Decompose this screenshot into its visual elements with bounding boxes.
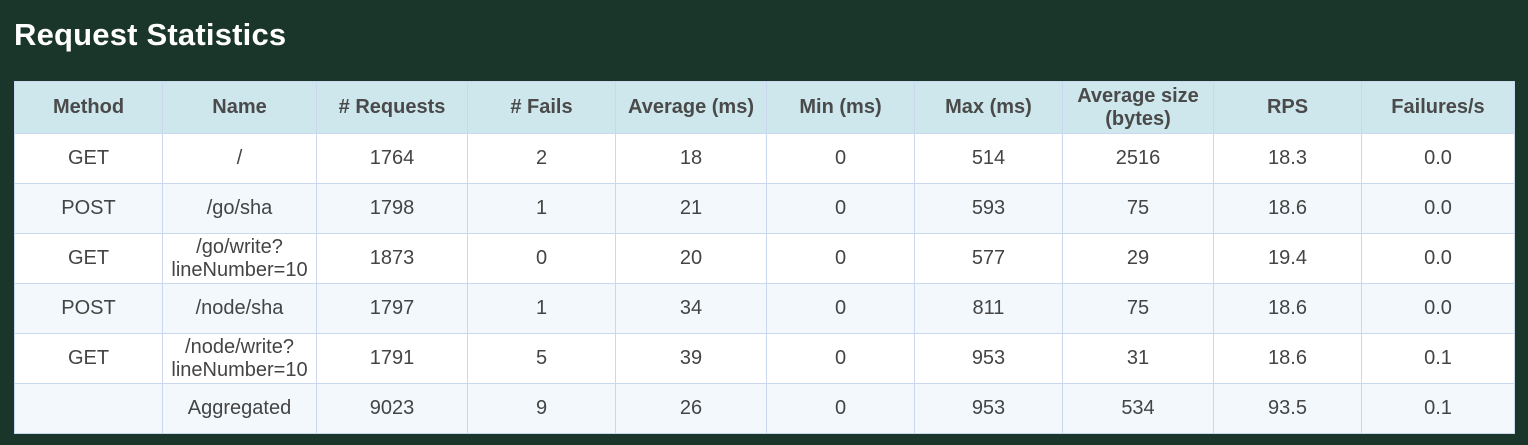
cell-name: /node/sha bbox=[162, 283, 317, 334]
cell-min: 0 bbox=[766, 133, 915, 184]
cell-rps: 19.4 bbox=[1213, 233, 1362, 284]
cell-average-size: 29 bbox=[1062, 233, 1214, 284]
cell-min: 0 bbox=[766, 333, 915, 384]
cell-method: GET bbox=[14, 333, 163, 384]
header-row: Method Name # Requests # Fails Average (… bbox=[14, 81, 1515, 134]
cell-rps: 18.6 bbox=[1213, 333, 1362, 384]
cell-fails: 0 bbox=[467, 233, 616, 284]
cell-failures-per-second: 0.0 bbox=[1361, 133, 1515, 184]
column-header-requests[interactable]: # Requests bbox=[316, 81, 468, 134]
cell-max: 953 bbox=[914, 333, 1063, 384]
cell-average: 20 bbox=[615, 233, 767, 284]
cell-requests: 1873 bbox=[316, 233, 468, 284]
cell-max: 953 bbox=[914, 383, 1063, 434]
cell-requests: 1798 bbox=[316, 183, 468, 234]
cell-fails: 2 bbox=[467, 133, 616, 184]
cell-max: 593 bbox=[914, 183, 1063, 234]
cell-requests: 1797 bbox=[316, 283, 468, 334]
column-header-method[interactable]: Method bbox=[14, 81, 163, 134]
cell-method: POST bbox=[14, 183, 163, 234]
cell-min: 0 bbox=[766, 383, 915, 434]
cell-failures-per-second: 0.0 bbox=[1361, 233, 1515, 284]
cell-failures-per-second: 0.0 bbox=[1361, 183, 1515, 234]
cell-name: Aggregated bbox=[162, 383, 317, 434]
cell-name: /node/write? lineNumber=10 bbox=[162, 333, 317, 384]
column-header-name[interactable]: Name bbox=[162, 81, 317, 134]
cell-max: 811 bbox=[914, 283, 1063, 334]
cell-requests: 1764 bbox=[316, 133, 468, 184]
cell-method: GET bbox=[14, 133, 163, 184]
cell-rps: 18.6 bbox=[1213, 183, 1362, 234]
cell-failures-per-second: 0.1 bbox=[1361, 383, 1515, 434]
cell-average: 39 bbox=[615, 333, 767, 384]
cell-rps: 18.3 bbox=[1213, 133, 1362, 184]
cell-fails: 1 bbox=[467, 183, 616, 234]
cell-name: / bbox=[162, 133, 317, 184]
cell-average-size: 2516 bbox=[1062, 133, 1214, 184]
cell-average: 18 bbox=[615, 133, 767, 184]
cell-min: 0 bbox=[766, 283, 915, 334]
cell-requests: 9023 bbox=[316, 383, 468, 434]
column-header-fails[interactable]: # Fails bbox=[467, 81, 616, 134]
table-row: GET /node/write? lineNumber=10 1791 5 39… bbox=[14, 333, 1515, 384]
cell-average: 21 bbox=[615, 183, 767, 234]
cell-fails: 5 bbox=[467, 333, 616, 384]
table-row: GET /go/write? lineNumber=10 1873 0 20 0… bbox=[14, 233, 1515, 284]
cell-average-size: 75 bbox=[1062, 183, 1214, 234]
cell-fails: 9 bbox=[467, 383, 616, 434]
cell-min: 0 bbox=[766, 233, 915, 284]
aggregate-row: Aggregated 9023 9 26 0 953 534 93.5 0.1 bbox=[14, 383, 1515, 434]
table-row: GET / 1764 2 18 0 514 2516 18.3 0.0 bbox=[14, 133, 1515, 184]
cell-average: 34 bbox=[615, 283, 767, 334]
column-header-failures-per-second[interactable]: Failures/s bbox=[1361, 81, 1515, 134]
cell-requests: 1791 bbox=[316, 333, 468, 384]
cell-average-size: 534 bbox=[1062, 383, 1214, 434]
cell-failures-per-second: 0.0 bbox=[1361, 283, 1515, 334]
cell-name: /go/sha bbox=[162, 183, 317, 234]
cell-average-size: 31 bbox=[1062, 333, 1214, 384]
column-header-average-size[interactable]: Average size (bytes) bbox=[1062, 81, 1214, 134]
cell-max: 514 bbox=[914, 133, 1063, 184]
cell-min: 0 bbox=[766, 183, 915, 234]
cell-average: 26 bbox=[615, 383, 767, 434]
column-header-max[interactable]: Max (ms) bbox=[914, 81, 1063, 134]
request-statistics-table: Method Name # Requests # Fails Average (… bbox=[14, 81, 1515, 434]
cell-failures-per-second: 0.1 bbox=[1361, 333, 1515, 384]
cell-rps: 18.6 bbox=[1213, 283, 1362, 334]
table-row: POST /node/sha 1797 1 34 0 811 75 18.6 0… bbox=[14, 283, 1515, 334]
table-row: POST /go/sha 1798 1 21 0 593 75 18.6 0.0 bbox=[14, 183, 1515, 234]
cell-method: GET bbox=[14, 233, 163, 284]
column-header-average[interactable]: Average (ms) bbox=[615, 81, 767, 134]
cell-name: /go/write? lineNumber=10 bbox=[162, 233, 317, 284]
column-header-rps[interactable]: RPS bbox=[1213, 81, 1362, 134]
cell-method: POST bbox=[14, 283, 163, 334]
column-header-min[interactable]: Min (ms) bbox=[766, 81, 915, 134]
cell-average-size: 75 bbox=[1062, 283, 1214, 334]
cell-fails: 1 bbox=[467, 283, 616, 334]
page-title: Request Statistics bbox=[14, 17, 287, 52]
cell-max: 577 bbox=[914, 233, 1063, 284]
cell-rps: 93.5 bbox=[1213, 383, 1362, 434]
cell-method bbox=[14, 383, 163, 434]
